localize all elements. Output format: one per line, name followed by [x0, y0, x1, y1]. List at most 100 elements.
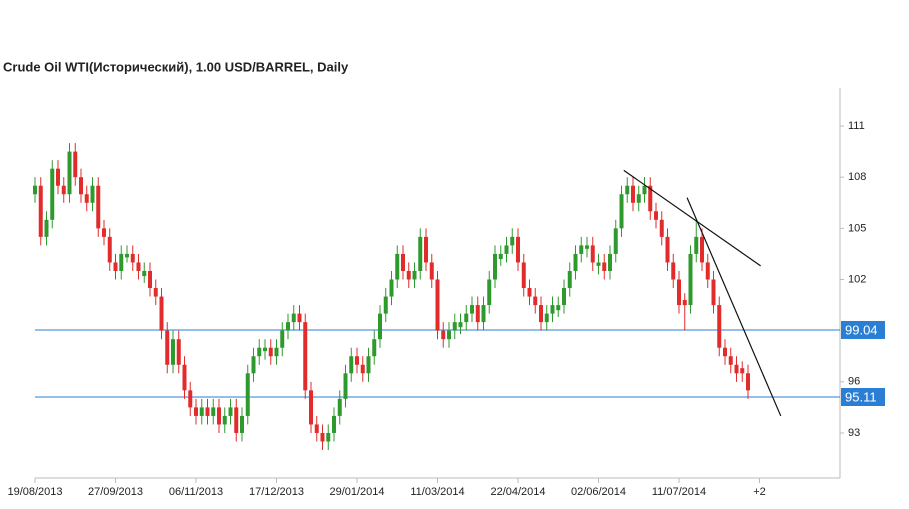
candle-body: [452, 322, 457, 331]
candle-body: [326, 432, 331, 442]
candle-body: [711, 279, 716, 306]
candle-body: [435, 279, 440, 331]
y-tick-label: 96: [848, 376, 860, 388]
candle-body: [516, 236, 520, 263]
level-label-box: [841, 387, 885, 406]
candle-body: [263, 347, 267, 352]
candle-body: [694, 236, 699, 254]
candle-body: [475, 305, 480, 323]
candle-body: [199, 407, 204, 416]
candle-body: [355, 356, 359, 365]
candle-body: [613, 228, 618, 254]
candle-body: [136, 262, 141, 271]
candle-body: [723, 347, 727, 357]
x-tick-label: 22/04/2014: [490, 486, 545, 498]
candle-body: [349, 356, 354, 374]
x-tick-label: 11/07/2014: [652, 486, 706, 498]
level-label-box: [841, 320, 885, 339]
candle-body: [309, 390, 313, 425]
candle-body: [205, 407, 210, 416]
x-tick-label: 02/06/2014: [571, 486, 626, 498]
x-tick-label: 17/12/2013: [249, 486, 304, 498]
candle-body: [291, 313, 296, 323]
candle-body: [366, 356, 371, 374]
candle-body: [487, 279, 492, 306]
candle-body: [194, 407, 198, 416]
candle-body: [79, 177, 83, 195]
candle-body: [303, 322, 308, 391]
candle-body: [642, 185, 647, 195]
candle-body: [383, 296, 388, 314]
candle-body: [441, 330, 446, 340]
candle-body: [102, 228, 106, 237]
candle-body: [113, 262, 118, 271]
x-tick-label: 29/01/2014: [329, 486, 384, 498]
level-label: 99.04: [845, 322, 878, 337]
candle-body: [510, 236, 515, 246]
candle-body: [73, 151, 78, 178]
candle-body: [648, 185, 653, 212]
candle-body: [217, 407, 221, 425]
candle-body: [493, 253, 497, 280]
candle-body: [602, 262, 607, 271]
candle-body: [153, 288, 158, 297]
candle-body: [705, 262, 710, 280]
candle-body: [314, 424, 319, 433]
candle-body: [61, 185, 66, 195]
x-tick-label: +2: [753, 486, 766, 498]
candle-body: [671, 262, 676, 280]
candle-body: [700, 236, 704, 263]
x-tick-label: 06/11/2013: [169, 486, 223, 498]
candle-body: [188, 390, 193, 408]
candle-body: [544, 313, 549, 323]
candle-body: [625, 185, 630, 195]
candle-body: [740, 368, 745, 374]
candle-body: [585, 245, 589, 249]
candle-body: [176, 339, 181, 365]
x-tick-label: 27/09/2013: [88, 486, 143, 498]
candle-body: [234, 407, 239, 433]
candle-body: [550, 305, 555, 314]
trend-line: [623, 169, 761, 267]
candle-body: [240, 415, 244, 433]
candle-body: [360, 364, 365, 374]
candle-body: [573, 253, 578, 271]
candle-body: [579, 245, 584, 254]
candle-body: [688, 253, 693, 306]
candle-body: [659, 219, 664, 237]
candle-body: [527, 288, 532, 297]
candle-body: [228, 407, 233, 416]
y-tick-label: 93: [848, 427, 860, 439]
candle-body: [429, 262, 434, 280]
candle-body: [521, 262, 526, 289]
candle-body: [412, 270, 417, 280]
candle-body: [619, 194, 624, 229]
candle-body: [654, 211, 658, 220]
trend-line: [686, 197, 782, 417]
candle-body: [165, 330, 170, 365]
candle-body: [337, 398, 342, 416]
y-tick-label: 111: [848, 120, 865, 132]
candle-body: [378, 313, 382, 340]
candle-body: [159, 296, 164, 331]
candle-body: [84, 194, 89, 203]
y-tick-label: 105: [848, 222, 866, 234]
candle-body: [406, 270, 411, 280]
candle-body: [401, 253, 405, 271]
candle-body: [286, 322, 290, 331]
candle-body: [343, 373, 348, 399]
candle-body: [677, 279, 681, 306]
candle-body: [636, 194, 641, 203]
candle-body: [50, 168, 55, 220]
candle-body: [257, 347, 262, 357]
candle-body: [297, 313, 302, 323]
x-tick-label: 19/08/2013: [7, 486, 62, 498]
candle-body: [67, 151, 72, 195]
candle-body: [424, 236, 428, 263]
candle-body: [90, 185, 95, 203]
candle-body: [539, 305, 543, 323]
candle-body: [268, 347, 273, 357]
candle-body: [245, 373, 250, 416]
candle-body: [665, 236, 670, 263]
